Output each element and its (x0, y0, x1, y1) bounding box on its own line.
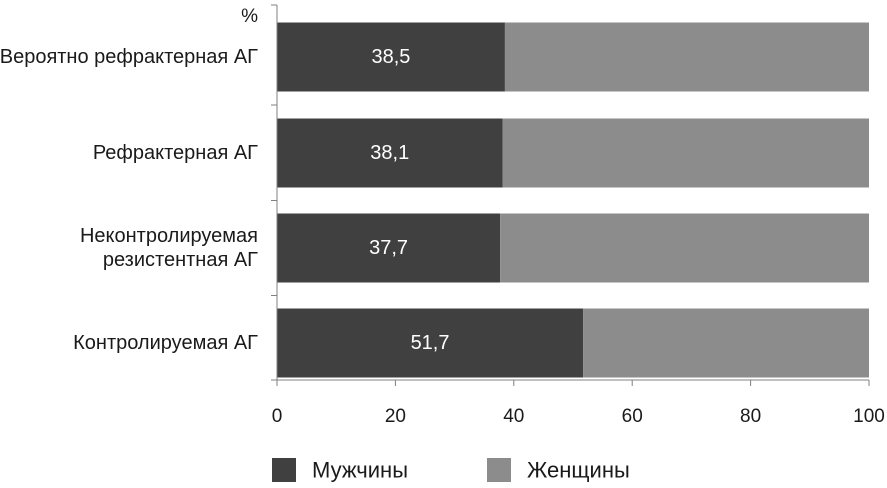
category-label-2-line-1: резистентная АГ (103, 249, 258, 271)
bars-group: 38,5 38,1 37,7 51,7 (277, 22, 869, 378)
x-tick-label-80: 80 (740, 406, 761, 427)
x-tick-label-20: 20 (385, 406, 406, 427)
bar-women-0 (504, 22, 869, 92)
x-tick-label-0: 0 (272, 406, 283, 427)
category-label-0: Вероятно рефрактерная АГ (0, 46, 258, 68)
data-label-1: 38,1 (370, 142, 409, 164)
bar-men-3 (277, 308, 584, 378)
x-tick-label-100: 100 (853, 406, 885, 427)
legend-label-women: Женщины (527, 458, 630, 483)
bar-men-2 (277, 213, 501, 283)
axes-group: 0 20 40 60 80 100 (271, 4, 885, 427)
unit-label: % (241, 6, 258, 27)
bar-men-1 (277, 118, 503, 188)
bar-men-0 (277, 22, 505, 92)
bar-women-2 (500, 213, 869, 283)
category-labels-group: Вероятно рефрактерная АГ Рефрактерная АГ Н… (0, 46, 258, 354)
legend: Мужчины Женщины (272, 458, 630, 483)
x-tick-label-40: 40 (503, 406, 524, 427)
category-label-3: Контролируемая АГ (73, 332, 258, 354)
legend-label-men: Мужчины (312, 458, 408, 483)
bar-women-3 (583, 308, 869, 378)
x-tick-label-60: 60 (622, 406, 643, 427)
data-label-0: 38,5 (371, 46, 410, 68)
legend-swatch-men (272, 458, 296, 482)
bar-women-1 (502, 118, 869, 188)
data-label-3: 51,7 (411, 332, 450, 354)
category-label-2-line-0: Неконтролируемая (80, 225, 258, 247)
category-label-1: Рефрактерная АГ (93, 142, 258, 164)
legend-swatch-women (487, 458, 511, 482)
data-label-2: 37,7 (369, 237, 408, 259)
